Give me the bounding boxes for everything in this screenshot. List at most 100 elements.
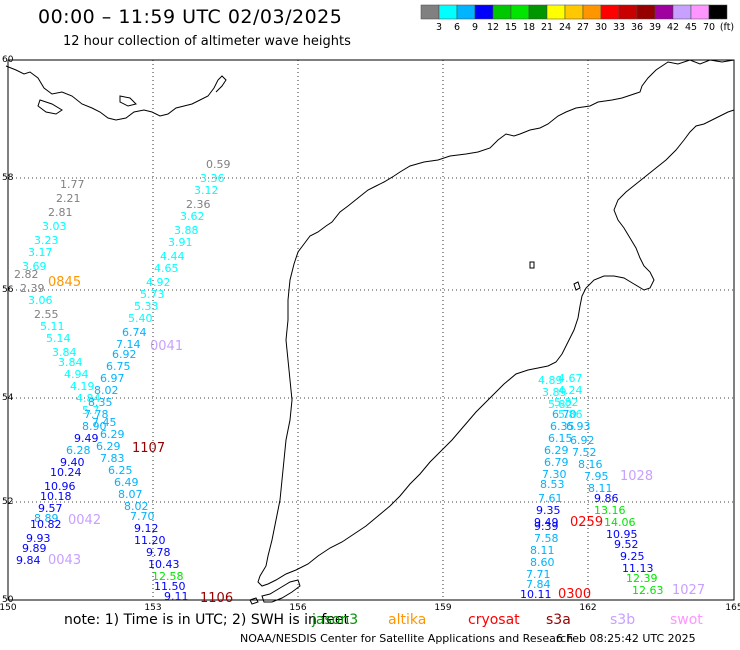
wave-height-value: 3.17 [28,246,53,259]
pass-time-label: 1106 [200,591,233,606]
wave-height-value: 11.13 [622,562,654,575]
wave-height-value: 7.95 [584,470,609,483]
legend-tick-label: 24 [559,22,571,33]
legend-tick-label: 27 [577,22,589,33]
latitude-label: 52 [2,497,13,507]
legend-tick-label: 39 [649,22,661,33]
map-title: 00:00 – 11:59 UTC 02/03/2025 [38,6,343,28]
wave-height-value: 10.18 [40,490,72,503]
wave-height-value: 8.02 [94,384,119,397]
wave-height-value: 3.06 [28,294,53,307]
wave-height-value: 4.89 [538,374,563,387]
island-coastline [573,281,581,291]
kuril-island-coastline [249,597,259,605]
wave-height-value: 9.86 [594,492,619,505]
wave-height-value: 6.49 [114,476,139,489]
pass-time-label: 0043 [48,553,81,568]
wave-height-value: 4.92 [146,276,171,289]
latitude-label: 60 [2,55,14,65]
wave-height-value: 9.93 [26,532,51,545]
legend-swatch [690,4,710,20]
footnote: note: 1) Time is in UTC; 2) SWH is in fe… [64,612,349,628]
wave-height-value: 10.11 [520,588,552,601]
wave-height-value: 9.89 [22,542,47,555]
wave-height-value: 9.12 [134,522,159,535]
legend-swatch [600,4,620,20]
wave-height-value: 7.52 [572,446,597,459]
legend-swatch [636,4,656,20]
legend-swatch [546,4,566,20]
latitude-label: 56 [2,285,14,295]
wave-height-value: 4.84 [76,392,101,405]
legend-tick-label: 9 [472,22,478,33]
legend-tick-label: (ft) [720,22,734,33]
pass-time-label: 1107 [132,441,165,456]
satellite-name-s3b: s3b [610,612,636,628]
legend-swatch [456,4,476,20]
wave-height-value: 4.44 [160,250,185,263]
wave-height-value: 3.36 [200,172,225,185]
wave-height-value: 3.62 [180,210,205,223]
satellite-name-cryosat: cryosat [468,612,520,628]
wave-height-value: 6.15 [548,432,573,445]
color-legend: 3 6 9 12 15 18 21 24 27 30 33 36 39 42 45 70 (ft) [420,4,734,33]
wave-height-value: 4.65 [154,262,179,275]
legend-swatch [672,4,692,20]
wave-height-value: 7.78 [84,408,109,421]
pass-time-label: 0042 [68,513,101,528]
satellite-name-jason3: jason3 [312,612,359,628]
wave-height-value: 9.78 [146,546,171,559]
wave-height-value: 11.20 [134,534,166,547]
wave-height-value: 10.24 [50,466,82,479]
wave-height-value: 9.25 [620,550,645,563]
pass-time-label: 1027 [672,583,705,598]
wave-height-value: 9.35 [536,504,561,517]
wave-height-value: 7.61 [538,492,563,505]
legend-swatch [582,4,602,20]
wave-height-value: 8.16 [578,458,603,471]
island-coastline [119,95,137,107]
wave-height-value: 12.58 [152,570,184,583]
wave-height-value: 3.84 [52,346,77,359]
legend-swatch [474,4,494,20]
longitude-label: 159 [434,603,451,613]
wave-height-value: 9.39 [534,520,559,533]
wave-height-value: 11.50 [154,580,186,593]
longitude-label: 150 [0,603,17,613]
wave-height-value: 6.92 [112,348,137,361]
wave-height-value: 7.70 [130,510,155,523]
wave-height-value: 5.11 [40,320,65,333]
wave-height-value: 9.57 [38,502,63,515]
longitude-label: 165 [725,603,740,613]
legend-tick-label: 45 [685,22,697,33]
legend-tick-label: 15 [505,22,517,33]
wave-height-value: 4.19 [70,380,95,393]
wave-height-value: 6.75 [106,360,131,373]
legend-tick-label: 36 [631,22,643,33]
legend-tick-label: 18 [523,22,535,33]
wave-height-value: 9.11 [164,590,189,603]
wave-height-value: 7.30 [542,468,567,481]
island-coastline [529,261,535,269]
wave-height-value: 2.81 [48,206,73,219]
wave-height-value: 7.45 [92,416,117,429]
pass-time-labels: 0845 0041 1107 0042 0043 1106 1028 0259 0300 1027 [48,275,705,606]
wave-height-value: 8.89 [34,512,59,525]
wave-height-value: 7.84 [526,578,551,591]
wave-height-value: 2.36 [186,198,211,211]
wave-height-value: 10.82 [30,518,62,531]
wave-height-value: 8.35 [88,396,113,409]
wave-height-value: 6.74 [122,326,147,339]
wave-height-value: 3.84 [58,356,83,369]
wave-height-value: 6.25 [108,464,133,477]
wave-height-value: 5.14 [46,332,71,345]
wave-height-value: 8.02 [124,500,149,513]
wave-height-value: 4.94 [64,368,89,381]
okhotsk-north-coastline [5,65,227,121]
longitude-label: 156 [289,603,306,613]
map-frame [7,59,735,601]
wave-height-value: 10.95 [606,528,638,541]
wave-height-value: 10.43 [148,558,180,571]
wave-height-value: 6.70 [552,408,577,421]
latitude-label: 58 [2,173,14,183]
